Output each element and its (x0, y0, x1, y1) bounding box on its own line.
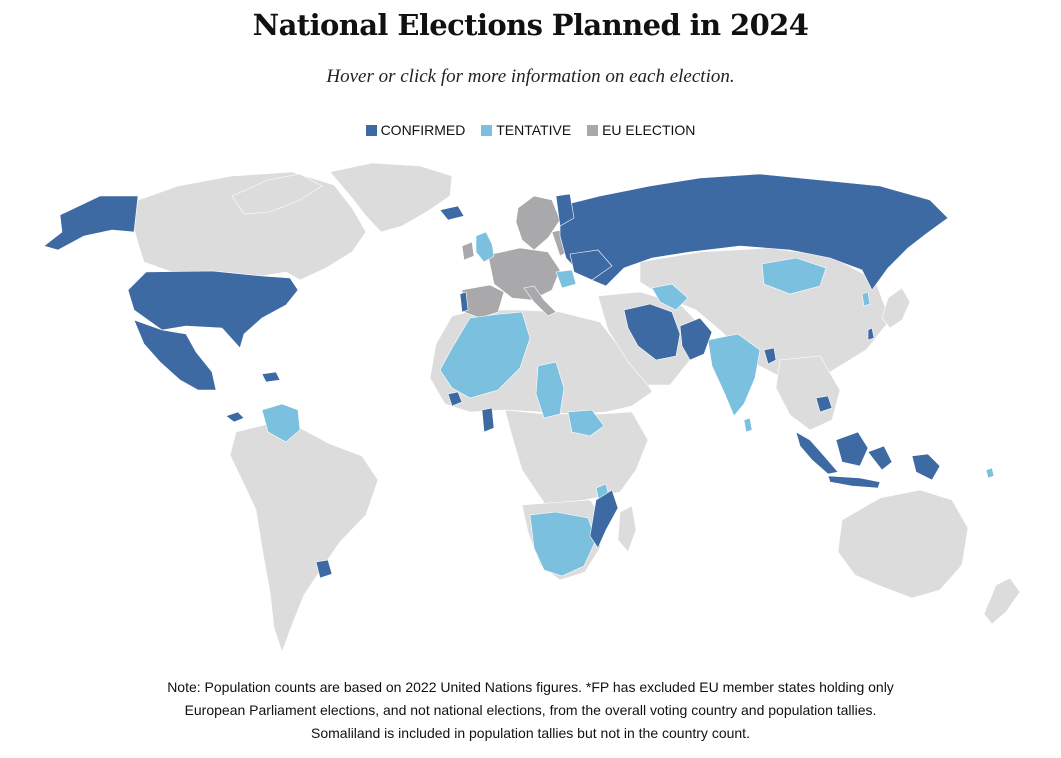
region-western-europe[interactable] (487, 247, 561, 301)
region-belarus-ukraine[interactable] (569, 249, 613, 281)
region-australia[interactable] (837, 489, 969, 599)
legend-item-tentative[interactable]: TENTATIVE (481, 122, 571, 138)
region-indonesia-east[interactable] (867, 445, 893, 471)
region-romania-croatia[interactable] (555, 269, 577, 289)
region-finland[interactable] (555, 193, 575, 227)
region-senegal[interactable] (447, 391, 463, 407)
region-indonesia-borneo[interactable] (835, 431, 869, 467)
region-uzbekistan[interactable] (651, 283, 689, 311)
region-cambodia[interactable] (815, 395, 833, 413)
eu-election-regions (461, 195, 575, 319)
region-uk[interactable] (475, 231, 495, 263)
region-ireland[interactable] (461, 241, 475, 261)
region-pakistan[interactable] (679, 317, 713, 361)
region-ghana[interactable] (481, 407, 495, 433)
region-taiwan[interactable] (867, 327, 875, 341)
region-arctic-islands[interactable] (231, 173, 323, 215)
region-pacific-islands[interactable] (985, 467, 995, 479)
world-map (43, 162, 1021, 653)
footnote-line-3: Somaliland is included in population tal… (311, 725, 750, 741)
legend: CONFIRMED TENTATIVE EU ELECTION (0, 121, 1061, 138)
legend-label-confirmed: CONFIRMED (380, 122, 466, 139)
region-italy[interactable] (523, 285, 557, 317)
legend-swatch-tentative (481, 125, 493, 137)
region-south-america[interactable] (229, 423, 379, 653)
region-uruguay[interactable] (315, 559, 333, 579)
region-indonesia-java[interactable] (827, 475, 881, 489)
region-madagascar[interactable] (617, 505, 637, 553)
region-central-african-republic[interactable] (567, 409, 605, 437)
region-japan[interactable] (881, 287, 911, 329)
region-portugal[interactable] (459, 291, 469, 313)
region-india[interactable] (707, 333, 761, 417)
region-greenland[interactable] (329, 162, 453, 233)
region-iberia[interactable] (461, 284, 505, 319)
region-scandinavia[interactable] (515, 195, 561, 251)
region-algeria-mali[interactable] (439, 311, 531, 399)
legend-item-eu-election[interactable]: EU ELECTION (587, 122, 695, 138)
region-sri-lanka[interactable] (743, 417, 753, 433)
region-mozambique[interactable] (589, 489, 619, 549)
footnote-line-2: European Parliament elections, and not n… (184, 702, 877, 718)
map-subtitle: Hover or click for more information on e… (326, 66, 735, 87)
footnote-line-1: Note: Population counts are based on 202… (167, 679, 894, 695)
map-title: National Elections Planned in 2024 (252, 8, 809, 42)
legend-label-eu-election: EU ELECTION (602, 122, 696, 139)
legend-swatch-eu-election (587, 125, 599, 137)
region-chad[interactable] (535, 361, 565, 419)
region-indonesia-sumatra[interactable] (795, 431, 839, 475)
region-south-korea[interactable] (861, 291, 871, 307)
region-southern-africa[interactable] (529, 511, 597, 577)
region-iceland[interactable] (439, 205, 465, 221)
legend-label-tentative: TENTATIVE (496, 122, 572, 139)
region-papua[interactable] (911, 453, 941, 481)
region-venezuela[interactable] (261, 403, 301, 443)
region-southeast-asia[interactable] (775, 355, 841, 431)
region-dominican-republic[interactable] (261, 371, 281, 383)
region-iran[interactable] (623, 303, 681, 361)
tentative-regions (261, 231, 995, 577)
confirmed-regions (43, 173, 949, 579)
region-russia[interactable] (559, 173, 949, 291)
footnote: Note: Population counts are based on 202… (100, 676, 961, 745)
legend-item-confirmed[interactable]: CONFIRMED (365, 122, 466, 139)
region-bangladesh[interactable] (763, 347, 777, 365)
region-mongolia[interactable] (761, 257, 827, 295)
region-mexico[interactable] (133, 319, 217, 391)
region-usa[interactable] (127, 270, 299, 349)
region-alaska[interactable] (43, 195, 139, 251)
region-canada[interactable] (131, 171, 367, 281)
region-panama-costa-rica[interactable] (225, 411, 245, 423)
region-new-zealand[interactable] (983, 577, 1021, 625)
legend-swatch-confirmed (365, 125, 377, 137)
